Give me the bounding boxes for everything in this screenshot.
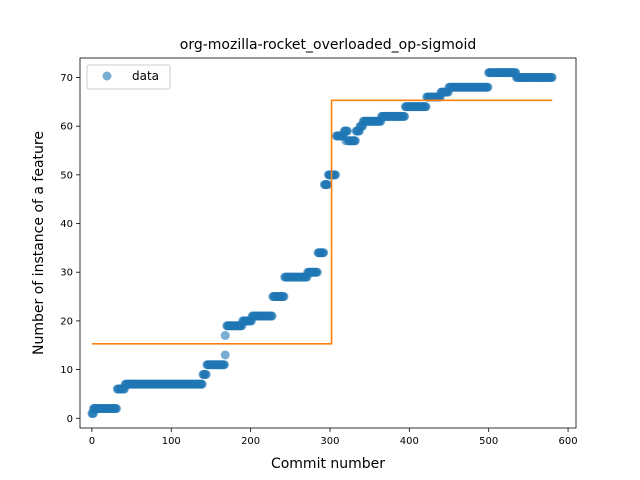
y-tick-label-5: 50 bbox=[60, 170, 73, 181]
data-point-168 bbox=[219, 360, 229, 370]
data-point-584 bbox=[547, 72, 557, 82]
x-axis-label: Commit number bbox=[271, 456, 385, 472]
y-tick-label-7: 70 bbox=[60, 73, 73, 84]
y-axis-label: Number of instance of a feature bbox=[31, 131, 47, 355]
data-point-32 bbox=[112, 404, 122, 414]
x-tick-label-2: 200 bbox=[241, 436, 260, 447]
x-axis-ticks: 0 100 200 300 400 500 600 bbox=[89, 428, 578, 447]
y-tick-label-6: 60 bbox=[60, 122, 73, 133]
legend: data bbox=[86, 64, 171, 90]
fit-line bbox=[91, 99, 553, 345]
y-tick-label-0: 0 bbox=[67, 414, 73, 425]
data-point-393 bbox=[400, 111, 410, 121]
y-tick-label-2: 20 bbox=[60, 316, 73, 327]
data-point-579 bbox=[220, 350, 230, 360]
data-point-321 bbox=[342, 126, 352, 136]
x-tick-label-1: 100 bbox=[162, 436, 181, 447]
y-tick-label-1: 10 bbox=[60, 365, 73, 376]
x-tick-label-5: 500 bbox=[479, 436, 498, 447]
x-tick-label-6: 600 bbox=[559, 436, 578, 447]
data-point-581 bbox=[322, 180, 332, 190]
data-point-140 bbox=[197, 379, 207, 389]
data-point-241 bbox=[279, 292, 289, 302]
data-point-283 bbox=[312, 267, 322, 277]
data-point-583 bbox=[341, 136, 351, 146]
plot-frame bbox=[79, 57, 577, 429]
series-layer bbox=[87, 68, 557, 418]
data-point-420 bbox=[421, 102, 431, 112]
data-point-498 bbox=[483, 82, 493, 92]
data-point-580 bbox=[220, 331, 230, 340]
legend-box bbox=[86, 64, 171, 90]
chart-title: org-mozilla-rocket_overloaded_op-sigmoid bbox=[180, 37, 476, 53]
x-tick-label-3: 300 bbox=[320, 436, 339, 447]
data-point-226 bbox=[267, 311, 277, 321]
legend-marker-data bbox=[102, 71, 112, 81]
x-tick-label-0: 0 bbox=[89, 436, 95, 447]
data-point-331 bbox=[350, 136, 360, 146]
data-point-582 bbox=[325, 170, 335, 180]
data-point-291 bbox=[319, 248, 329, 258]
data-point-145 bbox=[201, 369, 211, 379]
y-axis-ticks: 0 10 20 30 40 50 60 70 bbox=[60, 73, 80, 425]
y-tick-label-4: 40 bbox=[60, 219, 73, 230]
x-tick-label-4: 400 bbox=[400, 436, 419, 447]
plot-area bbox=[79, 57, 577, 429]
y-tick-label-3: 30 bbox=[60, 268, 73, 279]
legend-label-data: data bbox=[132, 69, 159, 83]
